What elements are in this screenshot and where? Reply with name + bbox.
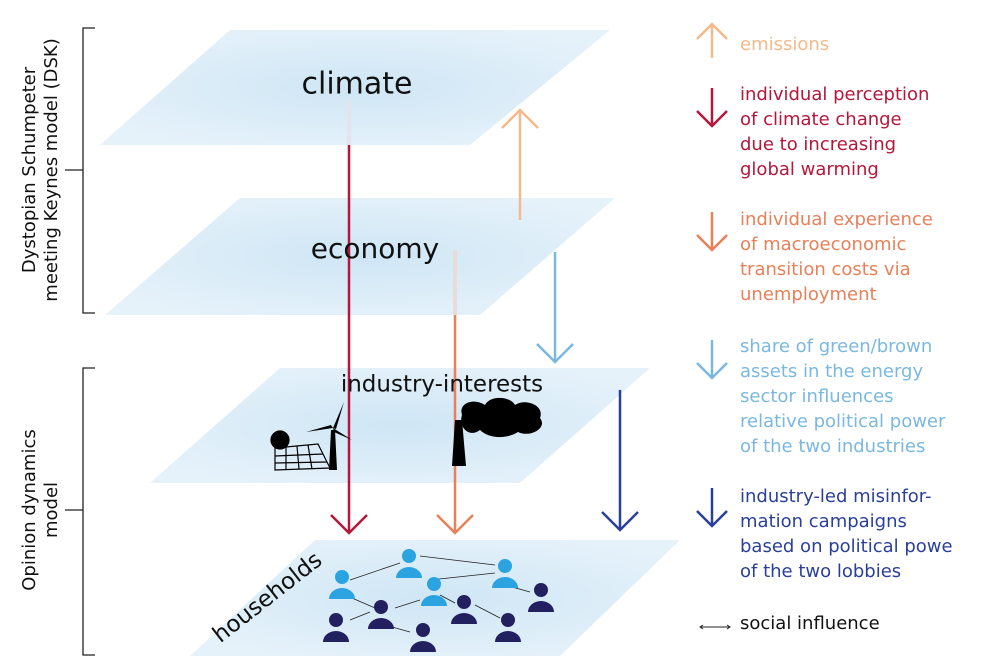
legend-text: of climate change xyxy=(740,109,902,130)
legend-text: mation campaigns xyxy=(740,511,907,532)
legend-text: share of green/brown xyxy=(740,336,932,357)
legend-text: individual perception xyxy=(740,84,929,105)
plane-climate xyxy=(100,30,610,145)
legend-text: due to increasing xyxy=(740,134,896,155)
layer-label: industry-interests xyxy=(341,372,543,398)
bracket-label: model xyxy=(41,482,62,538)
factory-cloud xyxy=(452,397,542,466)
legend-text: industry-led misinfor- xyxy=(740,486,932,507)
legend-text: of the two industries xyxy=(740,436,925,457)
legend-text: sector influences xyxy=(740,386,894,407)
legend-text: transition costs via xyxy=(740,259,911,280)
plane-economy xyxy=(105,198,615,315)
bracket xyxy=(65,27,95,656)
social-links xyxy=(344,555,531,633)
layer-label: economy xyxy=(311,232,439,265)
legend-text: social influence xyxy=(740,613,880,634)
legend-symbols xyxy=(696,22,731,630)
legend-text: emissions xyxy=(740,34,829,55)
legend-text: of macroeconomic xyxy=(740,234,906,255)
legend-text: assets in the energy xyxy=(740,361,923,382)
legend: emissions individual perception of climate… xyxy=(740,34,953,634)
bracket-label: meeting Keynes model (DSK) xyxy=(41,38,62,301)
bracket-label: Dystopian Schumpeter xyxy=(19,66,40,273)
solar-panel xyxy=(270,430,331,471)
legend-text: unemployment xyxy=(740,284,877,305)
legend-text: global warming xyxy=(740,159,879,180)
layer-label: climate xyxy=(302,67,413,102)
legend-text: of the two lobbies xyxy=(740,561,901,582)
legend-text: based on political powe xyxy=(740,536,953,557)
legend-text: individual experience xyxy=(740,209,933,230)
legend-text: relative political power xyxy=(740,411,946,432)
wind-turbine xyxy=(306,402,352,470)
bracket-label: Opinion dynamics xyxy=(19,429,40,590)
people xyxy=(323,549,554,652)
